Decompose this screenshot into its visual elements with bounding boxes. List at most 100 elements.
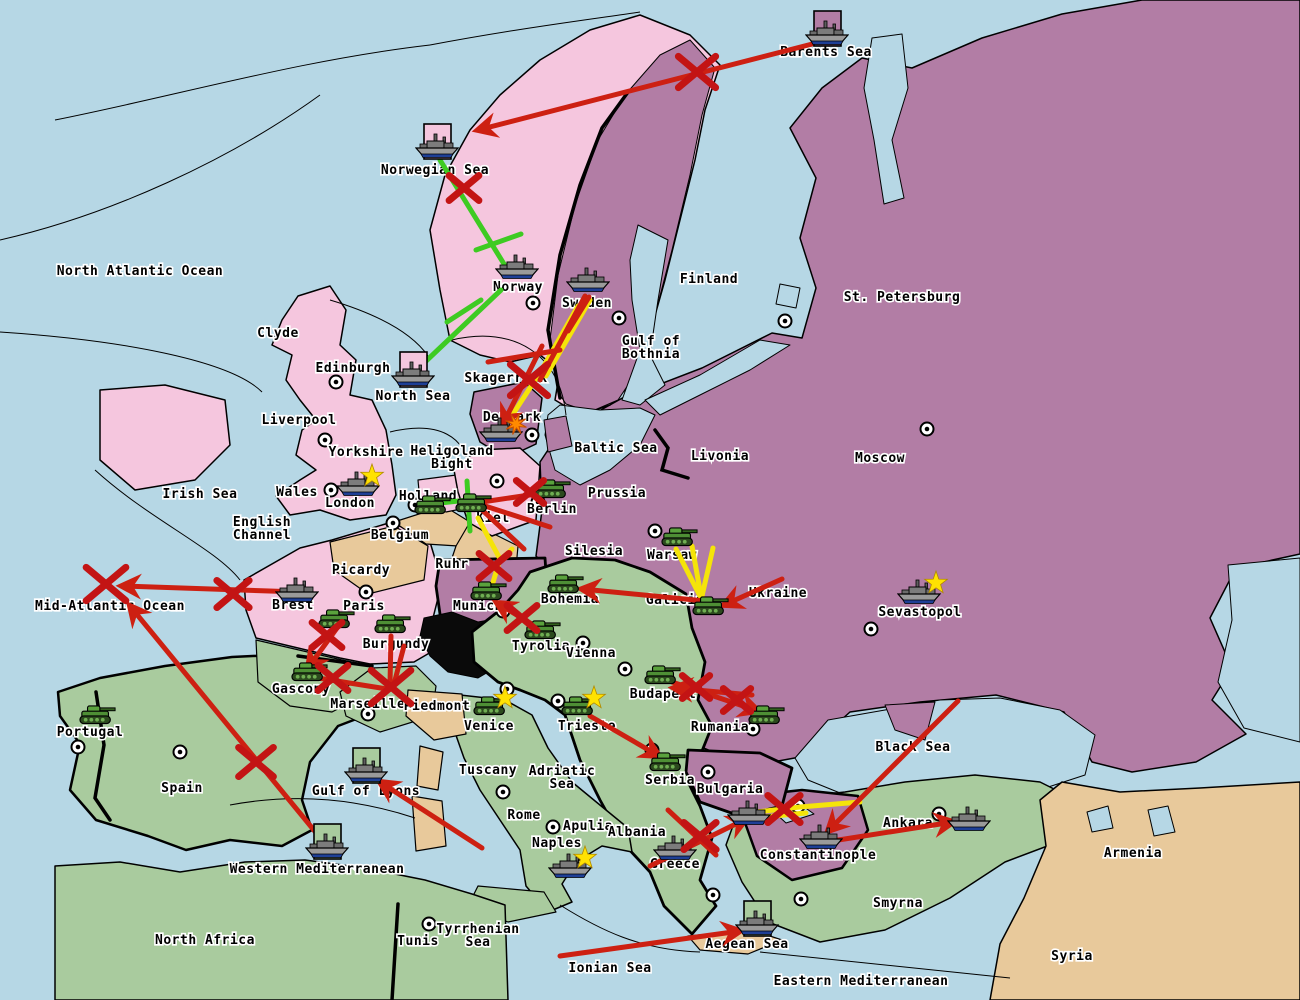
label-north-sea: North Sea <box>376 389 451 404</box>
label-st-petersburg: St. Petersburg <box>844 290 961 305</box>
failed-order-x-mark <box>314 662 352 694</box>
labels-layer: North Atlantic Ocean Irish Sea English Chan… <box>33 43 1163 990</box>
region-great-britain[interactable] <box>271 285 397 521</box>
region-caspian-sea[interactable] <box>1217 557 1300 743</box>
supply-center-dot <box>710 892 716 898</box>
label-picardy: Picardy <box>332 563 390 578</box>
supply-center-dot <box>390 520 396 526</box>
units-layer[interactable] <box>79 10 991 937</box>
label-syria: Syria <box>1051 949 1093 964</box>
region-lake-ladoga[interactable] <box>775 283 801 309</box>
label-bulgaria: Bulgaria <box>697 782 764 797</box>
supply-center-dot <box>652 528 658 534</box>
label-north-africa: North Africa <box>155 933 255 948</box>
supply-center-dot <box>750 726 756 732</box>
label-sevastopol: Sevastopol <box>878 605 961 620</box>
gained-center-star-icon <box>572 844 598 869</box>
region-gulf-of-finland[interactable] <box>644 339 791 416</box>
supply-center-dot <box>500 789 506 795</box>
region-piedmont[interactable] <box>405 689 467 741</box>
label-silesia: Silesia <box>565 544 623 559</box>
gained-center-star-icon <box>492 684 518 709</box>
label-ruhr: Ruhr <box>435 557 468 572</box>
label-apulia: Apulia <box>563 819 613 834</box>
label-yorkshire: Yorkshire <box>329 445 404 460</box>
supply-center-dot <box>75 744 81 750</box>
label-paris: Paris <box>343 599 385 614</box>
move-order-arrow <box>374 778 485 851</box>
sea-border-line <box>389 427 469 469</box>
move-order-arrow <box>575 577 708 604</box>
supply-center-dot <box>580 640 586 646</box>
label-gulf-of: Gulf of Bothnia <box>622 334 680 362</box>
move-order-arrow <box>587 713 665 760</box>
label-constantinople: Constantinople <box>760 848 877 863</box>
failed-order-x-mark <box>82 563 130 605</box>
sea-border-line <box>54 44 431 121</box>
label-wales: Wales <box>276 485 318 500</box>
label-spain: Spain <box>161 781 203 796</box>
sea-border-line <box>0 94 321 241</box>
failed-order-x-mark <box>475 550 513 582</box>
move-order-arrow <box>391 643 407 687</box>
region-austria-balkans[interactable] <box>470 556 718 936</box>
order-line-yellow <box>699 545 716 599</box>
national-border-line <box>390 902 400 1000</box>
label-eastern-mediterranean: Eastern Mediterranean <box>774 974 949 989</box>
dislodged-explosion-icon <box>505 413 527 435</box>
failed-order-x-mark <box>674 52 720 92</box>
move-order-arrow <box>479 502 553 530</box>
label-naples: Naples <box>532 836 582 851</box>
supply-center-dot <box>322 437 328 443</box>
region-middle-east[interactable] <box>989 781 1300 1000</box>
region-lake-armenia-2[interactable] <box>1147 805 1176 837</box>
sea-border-line <box>94 469 241 581</box>
move-order-arrow <box>485 347 563 365</box>
failed-order-x-mark <box>680 818 720 854</box>
move-order-arrow <box>477 505 527 552</box>
label-finland: Finland <box>680 272 738 287</box>
label-piedmont: Piedmont <box>404 699 471 714</box>
label-london: London <box>325 496 375 511</box>
supply-center-dot <box>936 811 942 817</box>
label-north-atlantic-ocean: North Atlantic Ocean <box>57 264 224 279</box>
region-ireland[interactable] <box>99 384 231 491</box>
move-order-arrow <box>115 573 303 600</box>
support-order-line <box>444 297 484 325</box>
supply-center-dot <box>494 478 500 484</box>
move-order-arrow <box>125 600 325 843</box>
label-english: English Channel <box>233 515 291 543</box>
move-order-arrow <box>565 294 592 334</box>
region-lake-armenia-1[interactable] <box>1086 805 1114 833</box>
label-baltic-sea: Baltic Sea <box>574 441 657 456</box>
region-white-sea[interactable] <box>863 33 909 205</box>
supply-center-dot <box>868 626 874 632</box>
failed-order-x-mark <box>764 791 804 827</box>
label-portugal: Portugal <box>57 725 124 740</box>
supply-centers-layer <box>70 295 947 932</box>
label-tunis: Tunis <box>397 934 439 949</box>
label-aegean-sea: Aegean Sea <box>705 937 788 952</box>
label-tyrolia: Tyrolia <box>512 639 570 654</box>
move-order-arrow <box>829 812 960 844</box>
label-clyde: Clyde <box>257 326 299 341</box>
label-berlin: Berlin <box>527 502 577 517</box>
supply-center-dot <box>616 315 622 321</box>
region-denmark-isles[interactable] <box>543 415 573 453</box>
label-armenia: Armenia <box>1104 846 1162 861</box>
label-venice: Venice <box>464 719 514 734</box>
region-gulf-of-bothnia[interactable] <box>621 224 669 406</box>
label-prussia: Prussia <box>588 486 646 501</box>
region-corsica[interactable] <box>416 745 444 791</box>
label-gascony: Gascony <box>272 682 330 697</box>
failed-order-x-mark <box>512 477 548 507</box>
label-edinburgh: Edinburgh <box>316 361 391 376</box>
label-tuscany: Tuscany <box>459 763 517 778</box>
result-marks-layer <box>82 52 949 869</box>
region-crimea[interactable] <box>884 701 936 741</box>
failed-order-x-mark <box>235 743 277 781</box>
label-munich: Munich <box>453 599 503 614</box>
label-serbia: Serbia <box>645 773 695 788</box>
